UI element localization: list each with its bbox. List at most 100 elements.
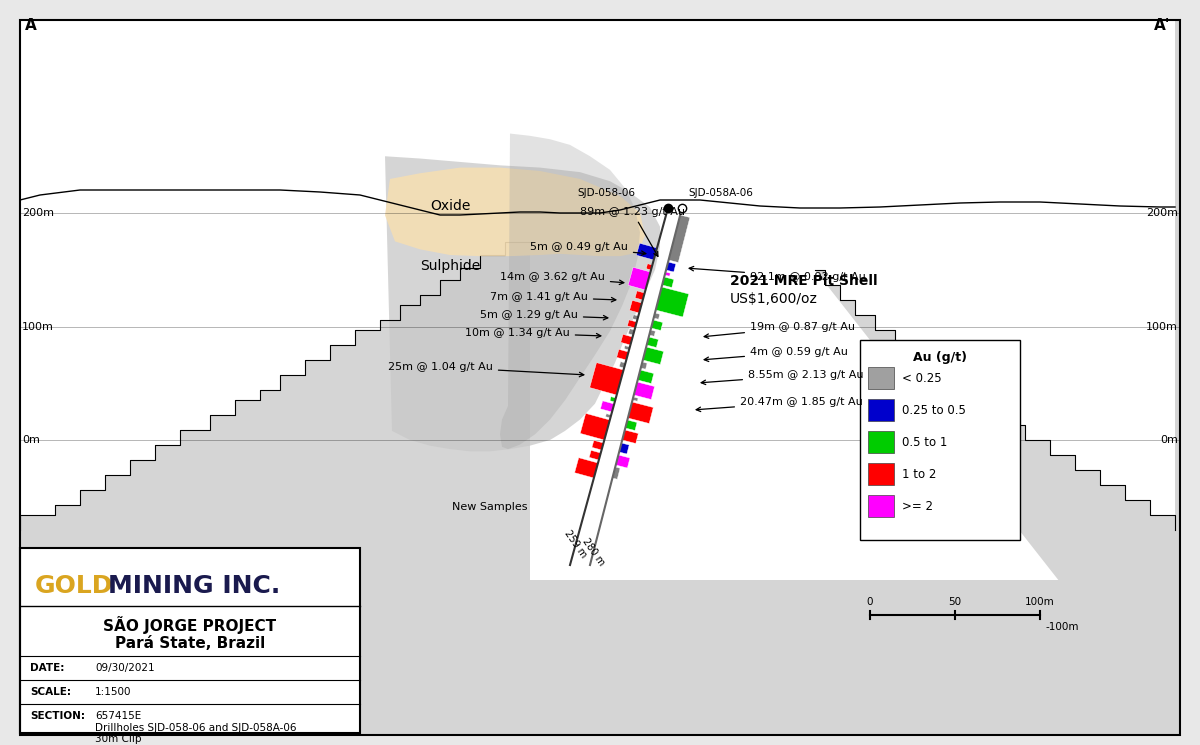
Polygon shape [623,430,638,443]
Polygon shape [629,329,635,335]
Polygon shape [665,272,671,276]
Polygon shape [620,335,632,345]
Text: 0: 0 [866,597,874,607]
Polygon shape [600,401,614,412]
Text: 1 to 2: 1 to 2 [902,468,936,481]
Text: 09/30/2021: 09/30/2021 [95,663,155,673]
Polygon shape [606,413,611,418]
Text: 50: 50 [948,597,961,607]
Text: 259 m: 259 m [562,529,588,560]
Text: DATE:: DATE: [30,663,65,673]
FancyBboxPatch shape [860,340,1020,540]
Text: 10m @ 1.34 g/t Au: 10m @ 1.34 g/t Au [466,328,601,338]
Text: 5m @ 0.49 g/t Au: 5m @ 0.49 g/t Au [530,242,646,256]
Text: Pará State, Brazil: Pará State, Brazil [115,635,265,650]
Text: SÃO JORGE PROJECT: SÃO JORGE PROJECT [103,616,276,634]
Text: A': A' [1153,18,1170,33]
Text: < 0.25: < 0.25 [902,372,942,384]
Text: A: A [25,18,37,33]
Text: GOLD: GOLD [35,574,113,598]
Text: 25m @ 1.04 g/t Au: 25m @ 1.04 g/t Au [388,362,584,377]
Text: New Samples: New Samples [452,502,528,512]
Polygon shape [589,451,601,460]
Polygon shape [654,313,660,320]
Polygon shape [628,402,653,423]
Text: 0.5 to 1: 0.5 to 1 [902,436,947,448]
Bar [868,367,894,389]
Polygon shape [632,397,638,402]
Polygon shape [815,20,1180,735]
Polygon shape [666,262,676,272]
Text: 5m @ 1.29 g/t Au: 5m @ 1.29 g/t Au [480,310,608,320]
Polygon shape [625,420,637,431]
Polygon shape [635,291,644,300]
Text: >= 2: >= 2 [902,499,934,513]
Text: US$1,600/oz: US$1,600/oz [730,292,818,306]
Text: 92.1m @ 0.92 g/t Au: 92.1m @ 0.92 g/t Au [689,267,865,282]
Polygon shape [385,156,660,451]
Text: 0m: 0m [1160,435,1178,445]
Polygon shape [628,320,637,328]
Polygon shape [592,440,604,450]
Bar [868,495,894,517]
Polygon shape [647,337,659,347]
Text: 2021 MRE Pit Shell: 2021 MRE Pit Shell [730,274,877,288]
Polygon shape [632,314,638,320]
Text: Sulphide: Sulphide [420,259,480,273]
Text: 657415E
Drillholes SJD-058-06 and SJD-058A-06
30m Clip: 657415E Drillholes SJD-058-06 and SJD-05… [95,711,296,744]
Polygon shape [20,20,1180,735]
Polygon shape [634,382,654,399]
Polygon shape [649,330,655,336]
Polygon shape [637,370,654,384]
Polygon shape [646,264,653,270]
Text: 8.55m @ 2.13 g/t Au: 8.55m @ 2.13 g/t Au [701,370,864,384]
Polygon shape [20,20,1175,215]
Polygon shape [624,346,630,350]
Polygon shape [589,363,624,395]
Polygon shape [619,361,625,368]
Polygon shape [0,0,1200,745]
Polygon shape [616,455,630,468]
Polygon shape [581,413,610,440]
Text: 200m: 200m [1146,208,1178,218]
Text: 7m @ 1.41 g/t Au: 7m @ 1.41 g/t Au [490,292,616,302]
Text: MINING INC.: MINING INC. [108,574,281,598]
Polygon shape [636,243,658,260]
Polygon shape [20,580,1180,735]
Text: 0.25 to 0.5: 0.25 to 0.5 [902,404,966,416]
Text: SJD-058-06: SJD-058-06 [577,188,635,198]
Polygon shape [630,300,642,313]
Polygon shape [628,267,650,290]
Polygon shape [612,467,620,479]
Polygon shape [652,320,662,331]
Text: 14m @ 3.62 g/t Au: 14m @ 3.62 g/t Au [500,272,624,285]
Polygon shape [617,349,629,360]
Bar [868,431,894,453]
Text: 1:1500: 1:1500 [95,687,132,697]
Polygon shape [20,20,530,735]
Text: 19m @ 0.87 g/t Au: 19m @ 0.87 g/t Au [704,322,854,338]
FancyBboxPatch shape [20,548,360,733]
Polygon shape [655,287,689,317]
Text: 0m: 0m [22,435,40,445]
Polygon shape [668,215,690,262]
Bar [868,399,894,421]
Bar [868,463,894,485]
Polygon shape [385,168,646,256]
Text: 200m: 200m [22,208,54,218]
Text: 4m @ 0.59 g/t Au: 4m @ 0.59 g/t Au [704,347,848,361]
Text: 20.47m @ 1.85 g/t Au: 20.47m @ 1.85 g/t Au [696,397,863,411]
Polygon shape [500,133,640,449]
Polygon shape [643,347,664,364]
Text: -100m: -100m [1045,622,1079,632]
Polygon shape [575,457,598,478]
Text: 89m @ 1.23 g/t Au: 89m @ 1.23 g/t Au [580,207,685,256]
Text: SCALE:: SCALE: [30,687,71,697]
Text: SJD-058A-06: SJD-058A-06 [688,188,752,198]
Text: 100m: 100m [1025,597,1055,607]
Text: SECTION:: SECTION: [30,711,85,721]
Text: Oxide: Oxide [430,199,470,213]
Polygon shape [641,362,647,370]
Text: 280 m: 280 m [580,536,606,568]
Polygon shape [610,396,616,402]
